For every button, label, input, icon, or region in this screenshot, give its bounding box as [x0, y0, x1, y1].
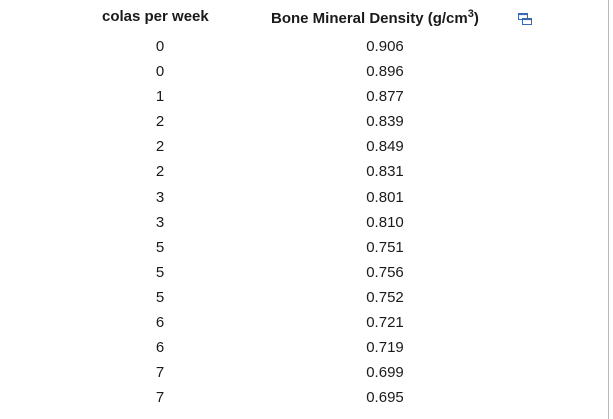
cell-colas-per-week: 0 — [155, 63, 165, 81]
header-colas-per-week: colas per week — [102, 8, 209, 25]
cell-bone-mineral-density: 0.831 — [366, 163, 404, 181]
cell-colas-per-week: 7 — [155, 364, 165, 382]
open-in-new-window-icon[interactable] — [517, 12, 533, 26]
cell-colas-per-week: 0 — [155, 38, 165, 55]
table-row: 0 0.906 — [0, 34, 600, 59]
cell-bone-mineral-density: 0.699 — [366, 364, 404, 382]
cell-bone-mineral-density: 0.752 — [366, 288, 404, 306]
table-row: 3 0.810 — [0, 210, 600, 235]
cell-bone-mineral-density: 0.849 — [366, 138, 404, 156]
table-row: 2 0.849 — [0, 134, 600, 159]
cell-bone-mineral-density: 0.877 — [366, 88, 404, 106]
header-bmd-superscript: 3 — [467, 8, 474, 20]
header-bone-mineral-density: Bone Mineral Density (g/cm3) — [271, 8, 479, 28]
cell-bone-mineral-density: 0.721 — [366, 314, 404, 332]
cell-bone-mineral-density: 0.896 — [366, 63, 404, 81]
table-body: 0 0.906 0 0.896 1 0.877 2 0.839 2 0.849 2 0.831 3 0.8… — [0, 34, 600, 410]
table-row: 0 0.896 — [0, 59, 600, 84]
cell-colas-per-week: 2 — [155, 138, 165, 156]
cell-colas-per-week: 3 — [155, 188, 165, 206]
cell-colas-per-week: 3 — [155, 213, 165, 231]
header-bmd-suffix: ) — [473, 10, 479, 27]
table-row: 6 0.719 — [0, 335, 600, 360]
cell-bone-mineral-density: 0.719 — [366, 339, 404, 357]
cell-bone-mineral-density: 0.751 — [366, 238, 404, 256]
cell-bone-mineral-density: 0.810 — [366, 213, 404, 231]
cell-bone-mineral-density: 0.839 — [366, 113, 404, 131]
cell-bone-mineral-density: 0.906 — [366, 38, 404, 55]
table-row: 7 0.699 — [0, 360, 600, 385]
cell-colas-per-week: 1 — [155, 88, 165, 106]
table-row: 2 0.839 — [0, 109, 600, 134]
table-row: 6 0.721 — [0, 310, 600, 335]
cell-colas-per-week: 5 — [155, 288, 165, 306]
panel-border — [608, 0, 609, 419]
table-row: 5 0.751 — [0, 235, 600, 260]
cell-colas-per-week: 7 — [155, 389, 165, 407]
cell-colas-per-week: 2 — [155, 113, 165, 131]
cell-colas-per-week: 6 — [155, 314, 165, 332]
table-row: 5 0.756 — [0, 260, 600, 285]
table-row: 7 0.695 — [0, 385, 600, 410]
header-bmd-prefix: Bone Mineral Density (g/cm — [271, 10, 468, 27]
cell-bone-mineral-density: 0.695 — [366, 389, 404, 407]
cell-colas-per-week: 2 — [155, 163, 165, 181]
cell-bone-mineral-density: 0.756 — [366, 263, 404, 281]
cell-colas-per-week: 5 — [155, 263, 165, 281]
cell-colas-per-week: 6 — [155, 339, 165, 357]
cell-colas-per-week: 5 — [155, 238, 165, 256]
table-row: 3 0.801 — [0, 185, 600, 210]
table-row: 5 0.752 — [0, 285, 600, 310]
table-row: 1 0.877 — [0, 84, 600, 109]
table-row: 2 0.831 — [0, 159, 600, 184]
cell-bone-mineral-density: 0.801 — [366, 188, 404, 206]
